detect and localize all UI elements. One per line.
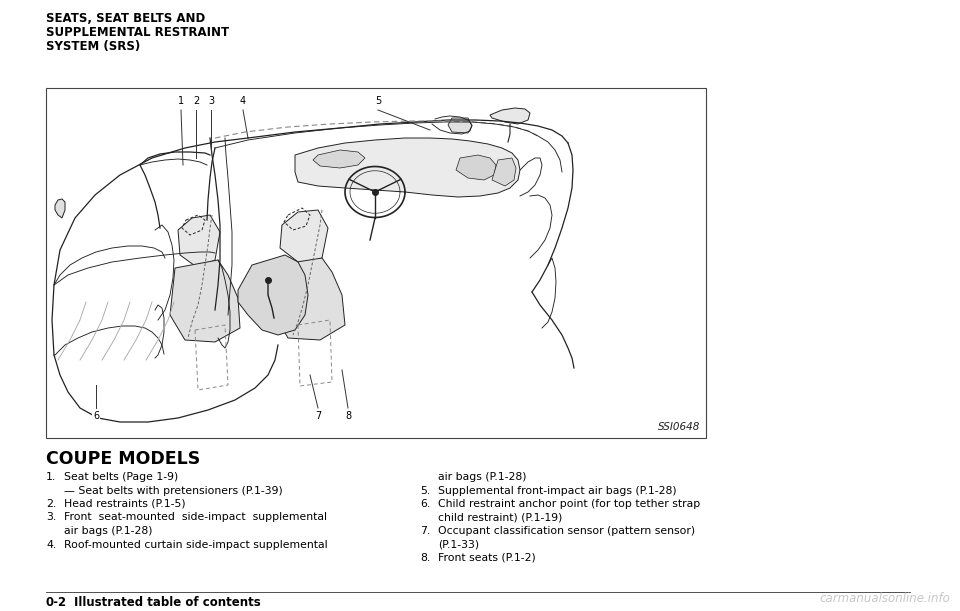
- Polygon shape: [170, 260, 240, 342]
- Text: Supplemental front-impact air bags (P.1-28): Supplemental front-impact air bags (P.1-…: [438, 486, 677, 496]
- Text: Front  seat-mounted  side-impact  supplemental: Front seat-mounted side-impact supplemen…: [64, 513, 327, 522]
- Text: 7.: 7.: [420, 526, 430, 536]
- Text: — Seat belts with pretensioners (P.1-39): — Seat belts with pretensioners (P.1-39): [64, 486, 283, 496]
- Text: COUPE MODELS: COUPE MODELS: [46, 450, 201, 468]
- Polygon shape: [55, 199, 65, 218]
- Text: Occupant classification sensor (pattern sensor): Occupant classification sensor (pattern …: [438, 526, 695, 536]
- Text: SUPPLEMENTAL RESTRAINT: SUPPLEMENTAL RESTRAINT: [46, 26, 229, 39]
- Polygon shape: [238, 255, 308, 335]
- Text: 4: 4: [240, 96, 246, 106]
- Text: 4.: 4.: [46, 540, 57, 549]
- Text: SEATS, SEAT BELTS AND: SEATS, SEAT BELTS AND: [46, 12, 205, 25]
- Text: 2.: 2.: [46, 499, 57, 509]
- Text: child restraint) (P.1-19): child restraint) (P.1-19): [438, 513, 563, 522]
- Bar: [46, 88, 706, 438]
- Text: 1: 1: [178, 96, 184, 106]
- Text: 5.: 5.: [420, 486, 430, 496]
- Text: SYSTEM (SRS): SYSTEM (SRS): [46, 40, 140, 53]
- Polygon shape: [272, 258, 345, 340]
- Text: air bags (P.1-28): air bags (P.1-28): [438, 472, 526, 482]
- Polygon shape: [492, 158, 516, 186]
- Polygon shape: [313, 150, 365, 168]
- Text: 3: 3: [208, 96, 214, 106]
- Text: SSI0648: SSI0648: [658, 422, 700, 432]
- Polygon shape: [178, 215, 220, 268]
- Text: 8: 8: [345, 411, 351, 421]
- Text: Roof-mounted curtain side-impact supplemental: Roof-mounted curtain side-impact supplem…: [64, 540, 327, 549]
- Text: Seat belts (Page 1-9): Seat belts (Page 1-9): [64, 472, 179, 482]
- Text: carmanualsonline.info: carmanualsonline.info: [819, 592, 950, 605]
- Polygon shape: [448, 118, 472, 133]
- Text: 6.: 6.: [420, 499, 430, 509]
- Polygon shape: [456, 155, 496, 180]
- Text: 1.: 1.: [46, 472, 57, 482]
- Text: 7: 7: [315, 411, 322, 421]
- Text: 3.: 3.: [46, 513, 57, 522]
- Text: Illustrated table of contents: Illustrated table of contents: [74, 596, 261, 609]
- Text: 8.: 8.: [420, 553, 430, 563]
- Text: Head restraints (P.1-5): Head restraints (P.1-5): [64, 499, 185, 509]
- Text: Front seats (P.1-2): Front seats (P.1-2): [438, 553, 536, 563]
- Text: 6: 6: [93, 411, 99, 421]
- Polygon shape: [295, 138, 520, 197]
- Polygon shape: [280, 210, 328, 265]
- Polygon shape: [490, 108, 530, 124]
- Text: (P.1-33): (P.1-33): [438, 540, 479, 549]
- Text: 0-2: 0-2: [46, 596, 67, 609]
- Text: 2: 2: [193, 96, 199, 106]
- Text: air bags (P.1-28): air bags (P.1-28): [64, 526, 153, 536]
- Text: Child restraint anchor point (for top tether strap: Child restraint anchor point (for top te…: [438, 499, 700, 509]
- Text: 5: 5: [374, 96, 381, 106]
